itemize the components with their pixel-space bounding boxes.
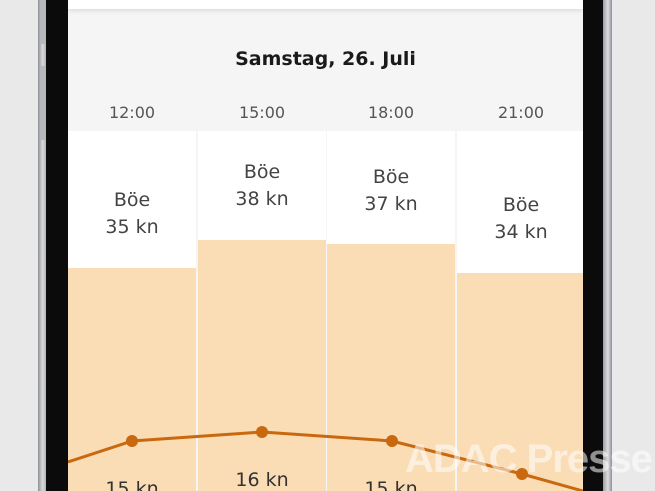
gust-label: Böe 35 kn (68, 187, 196, 241)
gust-bar (198, 240, 326, 491)
forecast-column[interactable]: Böe 37 kn (327, 131, 455, 491)
gust-label: Böe 38 kn (198, 159, 326, 213)
gust-value: 38 kn (235, 188, 289, 210)
watermark: ADAC Presse (405, 437, 653, 481)
wind-speed-label: 15 kn (364, 478, 418, 491)
gust-title: Böe (372, 166, 410, 188)
wind-speed-label: 15 kn (105, 478, 159, 491)
gust-value: 37 kn (364, 193, 418, 215)
time-label: 15:00 (238, 103, 286, 122)
wind-speed-label: 16 kn (235, 469, 289, 491)
day-title: Samstag, 26. Juli (235, 48, 416, 70)
gust-bar (68, 268, 196, 491)
forecast-column[interactable]: Böe 35 kn (68, 131, 196, 491)
gust-value: 34 kn (494, 221, 548, 243)
forecast-column[interactable]: Böe 38 kn (198, 131, 326, 491)
gust-title: Böe (502, 194, 540, 216)
gust-value: 35 kn (105, 216, 159, 238)
phone-frame-left (38, 0, 48, 491)
phone-side-button (40, 0, 47, 44)
time-label: 12:00 (108, 103, 156, 122)
phone-bezel-right (583, 0, 605, 491)
previous-card-edge (68, 0, 583, 9)
forecast-screen[interactable]: Samstag, 26. Juli 12:00 15:00 18:00 21:0… (68, 0, 583, 491)
time-label: 21:00 (497, 103, 545, 122)
phone-bezel-left (46, 0, 68, 491)
gust-title: Böe (113, 189, 151, 211)
gust-label: Böe 34 kn (457, 192, 583, 246)
phone-volume-button (40, 66, 47, 140)
time-label: 18:00 (367, 103, 415, 122)
gust-label: Böe 37 kn (327, 164, 455, 218)
phone-frame-right (603, 0, 612, 491)
gust-title: Böe (243, 161, 281, 183)
